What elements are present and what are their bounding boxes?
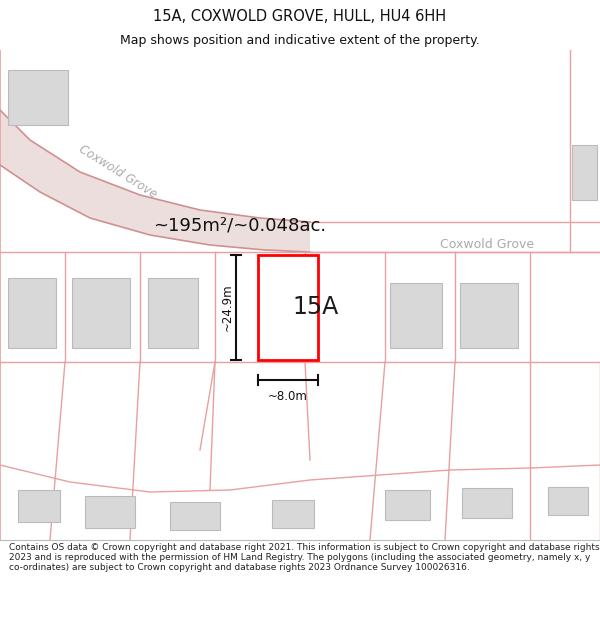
- Text: 15A, COXWOLD GROVE, HULL, HU4 6HH: 15A, COXWOLD GROVE, HULL, HU4 6HH: [154, 9, 446, 24]
- Bar: [18, 490, 60, 522]
- Bar: [8, 70, 68, 125]
- Bar: [548, 487, 588, 515]
- Text: ~24.9m: ~24.9m: [221, 284, 233, 331]
- Bar: [148, 278, 198, 348]
- Bar: [72, 278, 130, 348]
- Text: Coxwold Grove: Coxwold Grove: [77, 142, 160, 201]
- Bar: [8, 278, 56, 348]
- Bar: [258, 255, 318, 360]
- Text: Coxwold Grove: Coxwold Grove: [440, 238, 534, 251]
- Text: 15A: 15A: [293, 296, 339, 319]
- Bar: [390, 283, 442, 348]
- Text: Contains OS data © Crown copyright and database right 2021. This information is : Contains OS data © Crown copyright and d…: [9, 542, 599, 572]
- Polygon shape: [0, 110, 310, 252]
- Text: ~195m²/~0.048ac.: ~195m²/~0.048ac.: [154, 216, 326, 234]
- Bar: [272, 500, 314, 528]
- Text: ~8.0m: ~8.0m: [268, 390, 308, 403]
- Bar: [170, 502, 220, 530]
- Text: Map shows position and indicative extent of the property.: Map shows position and indicative extent…: [120, 34, 480, 47]
- Bar: [462, 488, 512, 518]
- Bar: [572, 145, 597, 200]
- Bar: [85, 496, 135, 528]
- Bar: [385, 490, 430, 520]
- Bar: [460, 283, 518, 348]
